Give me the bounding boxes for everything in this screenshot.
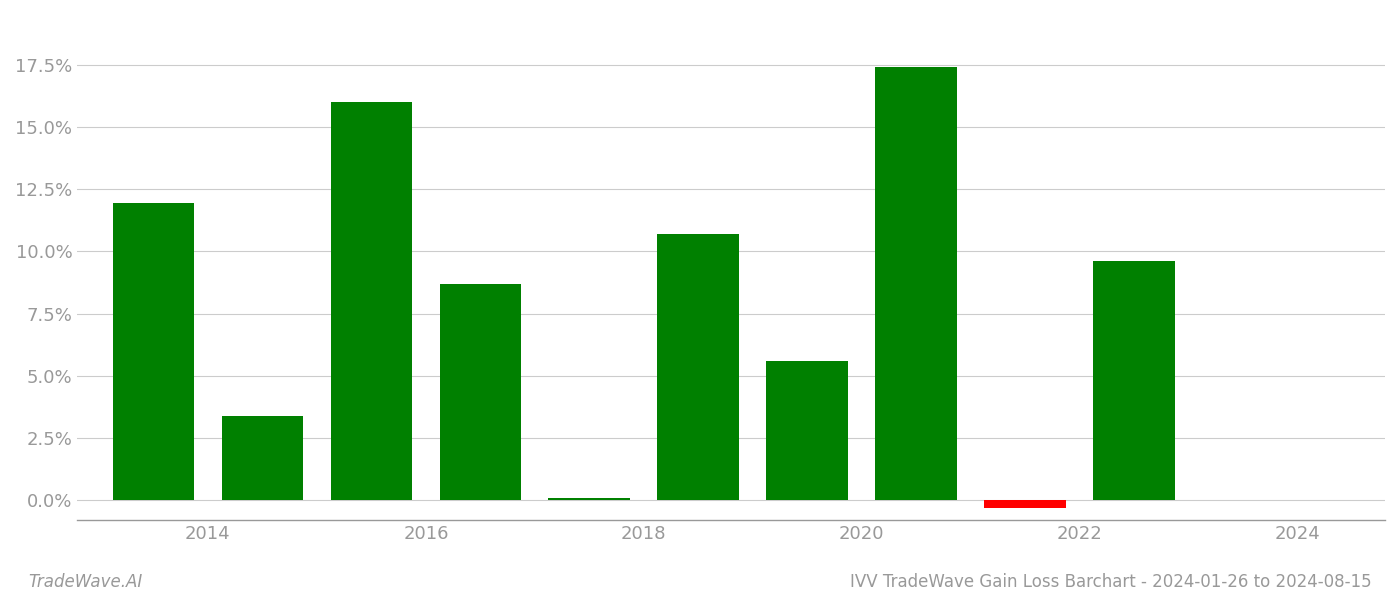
Bar [658, 234, 739, 500]
Bar [766, 361, 848, 500]
Text: TradeWave.AI: TradeWave.AI [28, 573, 143, 591]
Bar [330, 102, 412, 500]
Bar [984, 500, 1067, 508]
Bar [1093, 262, 1175, 500]
Text: IVV TradeWave Gain Loss Barchart - 2024-01-26 to 2024-08-15: IVV TradeWave Gain Loss Barchart - 2024-… [850, 573, 1372, 591]
Bar [221, 416, 304, 500]
Bar [440, 284, 521, 500]
Bar [112, 203, 195, 500]
Bar [875, 67, 958, 500]
Bar [549, 498, 630, 500]
